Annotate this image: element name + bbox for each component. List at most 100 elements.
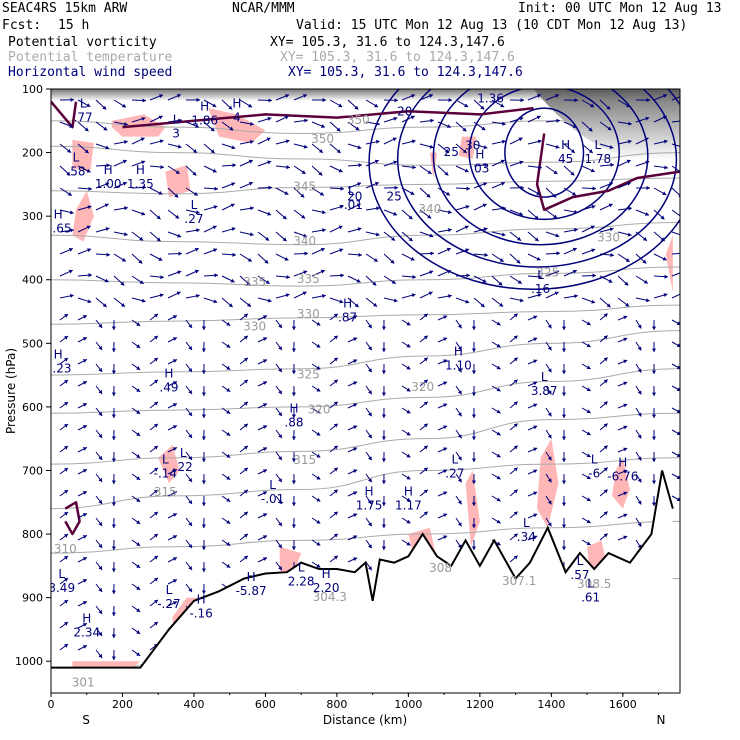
init-time: Init: 00 UTC Mon 12 Aug 13 [518, 1, 722, 16]
wind-speed-contours [368, 89, 680, 290]
wind-vector-head [423, 467, 428, 472]
wind-vector-head [574, 98, 578, 103]
wind-vector-head [106, 163, 110, 168]
wind-vector-head [286, 165, 290, 170]
wind-vector-head [174, 193, 179, 198]
wind-vector-head [302, 291, 307, 296]
wind-vector-head [429, 233, 434, 238]
y-tick-label: 400 [22, 274, 43, 287]
wind-vector-head [393, 160, 398, 165]
wind-vector-head [375, 232, 380, 237]
wind-vector-head [353, 315, 358, 320]
wind-vector-head [201, 414, 206, 418]
model-name: SEAC4RS 15km ARW [2, 1, 128, 16]
south-label: S [82, 713, 90, 727]
wind-vector-head [381, 524, 386, 528]
wind-vector-head [662, 191, 667, 195]
wind-vector-head [111, 392, 116, 396]
wind-speed-label: 30 [465, 138, 480, 152]
wind-vector-head [513, 445, 518, 450]
wind-vector-head [98, 389, 103, 394]
wind-vector-head [172, 359, 177, 363]
wind-vector-head [124, 140, 128, 145]
wind-vector-head [662, 115, 667, 120]
wind-vector-head [247, 257, 252, 262]
wind-vector-head [496, 497, 501, 502]
wind-vector-head [177, 144, 182, 149]
wind-vector-head [111, 326, 116, 330]
wind-vector-head [226, 410, 231, 414]
wind-vector-head [303, 233, 308, 238]
wind-vector-head [681, 94, 685, 98]
extremum-marker: H [200, 100, 209, 114]
wind-vector-head [175, 170, 180, 174]
theta-label: 330 [597, 231, 620, 245]
wind-vector-head [102, 105, 107, 110]
wind-vector-head [291, 348, 296, 352]
wind-vector-head [68, 269, 73, 274]
wind-vector-head [681, 292, 685, 296]
wind-vector-head [193, 191, 198, 196]
wind-vector [671, 143, 680, 147]
wind-vector-head [192, 148, 197, 153]
wind-vector-head [663, 293, 668, 298]
wind-vector-head [443, 381, 448, 386]
wind-vector-head [87, 299, 92, 304]
theta-label: 304.3 [313, 590, 347, 604]
wind-vector-head [519, 211, 524, 216]
wind-vector-head [642, 259, 647, 264]
wind-vector-head [176, 93, 181, 98]
y-tick-label: 100 [22, 83, 43, 96]
extremum-value: 2.65 [45, 222, 72, 236]
wind-vector-head [572, 269, 577, 274]
field-xy-theta: XY= 105.3, 31.6 to 124.3,147.6 [280, 50, 515, 65]
theta-label: 340 [293, 234, 316, 248]
wind-vector-head [471, 348, 477, 352]
wind-vector-head [623, 381, 628, 386]
wind-vector-head [153, 555, 158, 560]
wind-vector-head [520, 98, 524, 103]
wind-vector-head [406, 453, 411, 458]
wind-vector-head [172, 337, 177, 341]
wind-vector-head [98, 543, 103, 548]
wind-vector-head [153, 621, 158, 626]
wind-vector-head [188, 456, 193, 460]
wind-vector-head [248, 103, 253, 108]
extremum-marker: H [136, 163, 145, 177]
wind-vector-head [194, 269, 199, 274]
extremum-value: .49 [159, 381, 178, 395]
wind-vector-head [627, 139, 632, 144]
wind-vector-head [429, 144, 434, 149]
wind-vector-head [603, 335, 608, 340]
wind-vector-head [353, 403, 358, 408]
wind-vector-head [393, 298, 398, 303]
extremum-value: -6 [588, 466, 600, 480]
wind-vector-head [651, 458, 657, 462]
wind-vector-head [561, 436, 567, 440]
wind-vector-head [625, 302, 630, 307]
wind-vector-head [368, 346, 372, 351]
wind-vector-head [196, 228, 200, 233]
wind-vector [671, 231, 680, 236]
wind-vector-head [64, 313, 68, 318]
wind-vector-head [226, 432, 231, 436]
wind-vector-head [642, 236, 647, 241]
wind-vector-head [681, 270, 685, 274]
wind-vector-head [248, 181, 253, 186]
wind-vector-head [519, 298, 524, 303]
wind-vector-head [471, 546, 477, 550]
pv-contour [51, 100, 78, 129]
wind-vector-head [232, 163, 236, 168]
wind-vector-head [213, 248, 218, 253]
wind-vector-head [391, 236, 396, 241]
wind-vector-head [230, 278, 235, 283]
wind-vector-head [82, 601, 87, 605]
wind-vector-head [536, 115, 541, 120]
wind-vector-head [106, 252, 110, 257]
wind-vector-head [188, 412, 193, 416]
wind-vector-head [623, 491, 628, 496]
wind-vector-head [574, 294, 578, 299]
extremum-marker: L [162, 452, 169, 466]
wind-vector-head [201, 546, 206, 550]
